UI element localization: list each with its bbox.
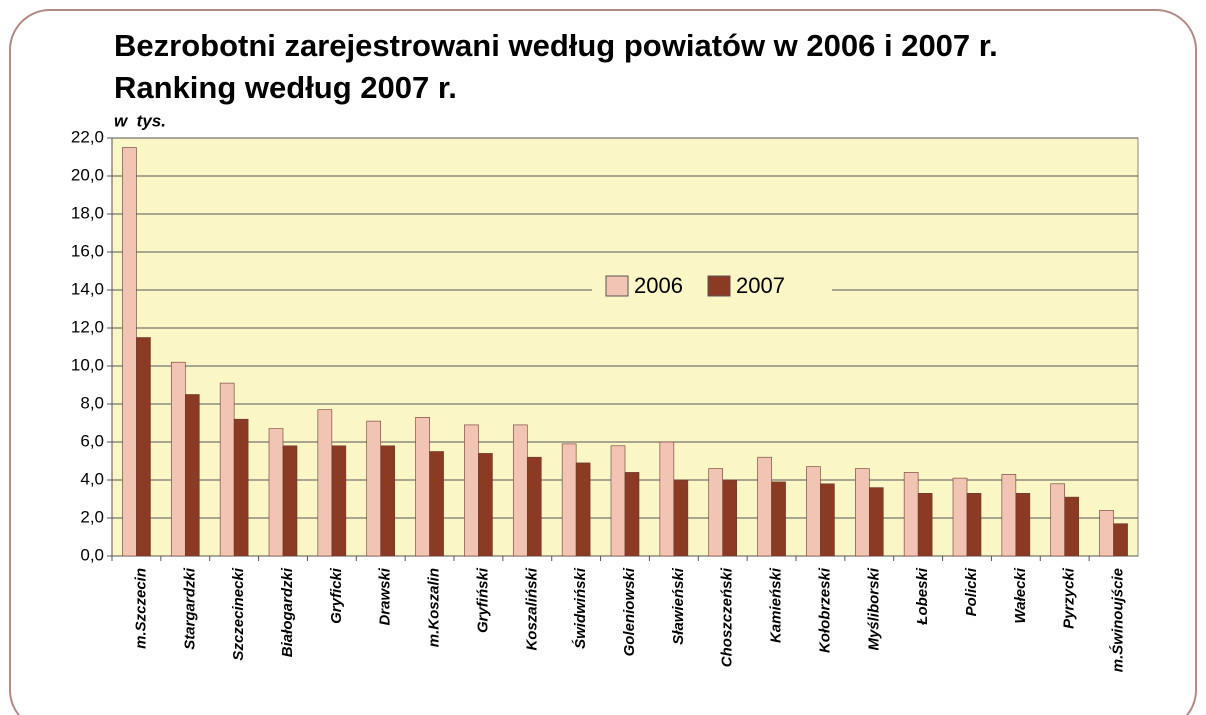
chart-subtitle: Ranking według 2007 r. <box>114 70 457 105</box>
bar <box>917 492 933 557</box>
x-tick-label: Pyrzycki <box>1061 567 1078 629</box>
x-tick-label: m.Świnoujście <box>1109 568 1127 672</box>
x-tick-label: Sławieński <box>670 567 687 645</box>
bar <box>624 472 640 557</box>
x-tick-label: m.Koszalin <box>426 568 443 647</box>
x-tick-label: Goleniowski <box>621 567 638 656</box>
bar <box>1050 483 1066 557</box>
y-tick-label: 4,0 <box>80 469 104 488</box>
x-tick-label: Koszaliński <box>523 567 540 650</box>
bar <box>136 337 151 557</box>
bar <box>673 479 689 557</box>
bar <box>429 451 444 557</box>
bar <box>966 492 982 557</box>
x-tick-label: Choszczeński <box>719 567 736 667</box>
bar <box>415 416 430 557</box>
y-tick-label: 18,0 <box>71 203 104 222</box>
bar <box>820 483 835 557</box>
x-tick-label: Kołobrzeski <box>816 567 833 653</box>
x-tick-label: Kamieński <box>768 567 785 643</box>
legend-swatch <box>605 275 629 297</box>
bar <box>561 443 577 557</box>
bar <box>464 424 479 557</box>
bar <box>526 456 542 557</box>
bar <box>366 420 382 557</box>
bar <box>610 445 626 557</box>
bar <box>317 409 333 557</box>
bar <box>1064 496 1080 557</box>
legend-swatch <box>707 275 731 297</box>
bar <box>757 456 772 557</box>
x-tick-label: Drawski <box>377 567 394 625</box>
bar <box>331 445 347 557</box>
bar <box>1099 510 1114 557</box>
bar <box>512 424 528 557</box>
y-tick-label: 20,0 <box>71 165 104 184</box>
bar <box>380 445 396 557</box>
bar <box>184 394 200 557</box>
y-axis-label: w tys. <box>114 111 166 130</box>
bar <box>903 472 919 557</box>
bar <box>708 468 724 557</box>
bar <box>282 445 298 557</box>
x-tick-label: Gryfiński <box>474 567 491 633</box>
x-tick-label: Myśliborski <box>865 567 882 650</box>
y-tick-label: 12,0 <box>71 317 104 336</box>
y-tick-label: 16,0 <box>71 241 104 260</box>
x-tick-label: Szczecinecki <box>230 567 247 660</box>
bar <box>952 477 968 557</box>
bar <box>268 428 284 557</box>
bar <box>1001 473 1017 557</box>
y-tick-label: 10,0 <box>71 355 104 374</box>
x-tick-label: Stargardzki <box>181 567 198 650</box>
legend-label: 2007 <box>736 273 785 298</box>
bar <box>170 361 186 557</box>
chart-title: Bezrobotni zarejestrowani według powiató… <box>114 28 998 63</box>
x-tick-label: Policki <box>963 567 980 616</box>
legend: 2006 2007 <box>592 268 832 304</box>
bar <box>219 382 235 557</box>
bar <box>868 487 884 557</box>
y-tick-label: 8,0 <box>80 393 104 412</box>
bar <box>233 418 249 557</box>
bar <box>478 453 493 557</box>
bar <box>659 441 675 557</box>
x-tick-label: Białogardzki <box>279 567 296 657</box>
x-tick-label: Świdwiński <box>571 567 589 649</box>
x-tick-label: m.Szczecin <box>132 568 149 649</box>
bar <box>854 468 870 557</box>
bar <box>1015 492 1031 557</box>
y-tick-label: 14,0 <box>71 279 104 298</box>
bar <box>722 479 738 557</box>
legend-label: 2006 <box>634 273 683 298</box>
bar <box>575 462 591 557</box>
x-tick-label: Łobeski <box>914 567 931 626</box>
x-tick-label: Wałecki <box>1012 567 1029 623</box>
bar <box>1113 523 1128 557</box>
x-tick-label: Gryficki <box>328 567 345 624</box>
bar <box>806 466 821 557</box>
bar <box>771 481 786 557</box>
y-tick-label: 2,0 <box>80 507 104 526</box>
y-tick-label: 22,0 <box>71 127 104 146</box>
y-tick-label: 6,0 <box>80 431 104 450</box>
bar <box>122 147 137 557</box>
y-tick-label: 0,0 <box>80 545 104 564</box>
